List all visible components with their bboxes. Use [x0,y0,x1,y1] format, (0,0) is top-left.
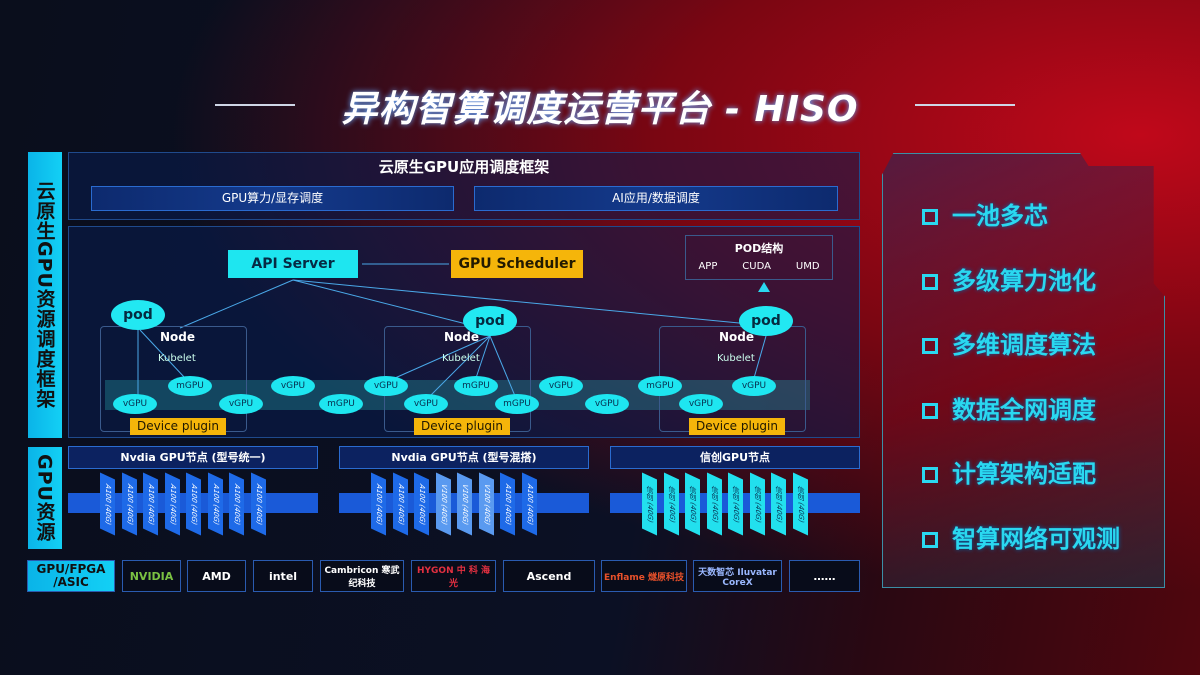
feature-label: 计算架构适配 [952,460,1096,488]
gpu-chip: V100 (40G) [435,472,451,536]
gpu-chip: 信创 (40G) [749,472,765,536]
gpu-unit: vGPU [271,376,315,396]
checkbox-icon [922,531,938,548]
vendor-logo: intel [253,560,313,592]
page-title: 异构智算调度运营平台 - HISO [341,89,859,130]
vendors-label: GPU/FPGA /ASIC [27,560,115,592]
vendor-logo: HYGON 中 科 海 光 [411,560,496,592]
gpu-group-header: 信创GPU节点 [610,446,860,469]
feature-item: 一池多芯 [922,196,1048,231]
gpu-unit: vGPU [113,394,157,414]
sub-ai-scheduling: AI应用/数据调度 [474,186,838,211]
checkbox-icon [922,467,938,483]
label-gpu-resources: GPU资源 [28,447,62,549]
gpu-unit: mGPU [319,394,363,414]
gpu-chip: V100 (40G) [457,472,472,536]
title-deco-right [915,104,1015,106]
gpu-chip: A100 (40G) [207,472,223,536]
vendor-logo: Enflame 燧原科技 [601,560,687,592]
checkbox-icon [922,338,938,354]
vendor-logo: NVIDIA [122,560,181,592]
gpu-unit: vGPU [219,394,263,414]
kubelet-label: Kubelet [717,353,755,364]
pod-item: CUDA [742,261,771,272]
feature-item: 计算架构适配 [922,454,1096,489]
kubelet-label: Kubelet [442,353,480,364]
device-plugin-label: Device plugin [414,418,510,435]
gpu-unit: vGPU [585,394,629,414]
vendor-logo: Ascend [503,560,595,592]
feature-item: 数据全网调度 [922,390,1096,425]
pod-bubble: pod [739,306,793,336]
feature-label: 智算网络可观测 [952,524,1120,553]
gpu-chip: 信创 (40G) [728,472,743,536]
vendor-logo: AMD [187,560,246,592]
sub-gpu-scheduling: GPU算力/显存调度 [91,186,454,211]
pod-item: APP [698,261,718,272]
gpu-unit: vGPU [539,376,583,396]
pod-structure-title: POD结构 [734,242,784,255]
pod-item: UMD [795,261,820,272]
checkbox-icon [922,209,938,225]
pod-structure-box: POD结构 APP CUDA UMD [685,235,833,280]
features-panel [882,153,1165,588]
node-label: Node [160,330,196,344]
gpu-chip: 信创 (40G) [663,472,679,536]
gpu-unit: mGPU [638,376,682,396]
gpu-chip: A100 (40G) [121,472,137,536]
device-plugin-label: Device plugin [130,418,226,435]
pod-bubble: pod [111,300,165,330]
gpu-chip: A100 (40G) [250,472,266,536]
feature-label: 多级算力池化 [952,266,1096,295]
feature-item: 多级算力池化 [922,261,1096,296]
gpu-group-header: Nvdia GPU节点 (型号统一) [68,446,318,469]
vendor-logo: Cambricon 寒武纪科技 [320,560,404,592]
gpu-chip: 信创 (40G) [706,472,722,536]
pod-bubble: pod [463,306,517,336]
gpu-unit: mGPU [168,376,212,396]
feature-item: 智算网络可观测 [922,519,1120,554]
kubelet-label: Kubelet [158,353,196,364]
framework-title: 云原生GPU应用调度框架 [378,158,550,176]
checkbox-icon [922,402,938,419]
gpu-chip: V100 (40G) [478,472,494,536]
device-plugin-label: Device plugin [689,418,785,435]
gpu-group-header: Nvdia GPU节点 (型号混搭) [339,446,589,469]
api-server-box: API Server [228,250,358,278]
gpu-chip: 信创 (40G) [642,472,657,536]
gpu-scheduler-box: GPU Scheduler [451,250,583,278]
gpu-chip: A100 (40G) [414,472,429,536]
gpu-chip: A100 (40G) [186,472,201,536]
label-scheduling-framework: 云原生GPU资源调度框架 [28,152,62,438]
feature-label: 一池多芯 [952,202,1048,230]
gpu-chip: 信创 (40G) [685,472,700,536]
gpu-unit: vGPU [404,394,448,414]
gpu-chip: A100 (40G) [164,472,180,536]
gpu-unit: vGPU [364,376,408,396]
gpu-chip: A100 (40G) [229,472,244,536]
feature-label: 多维调度算法 [952,331,1096,359]
gpu-chip: A100 (40G) [371,472,386,536]
gpu-unit: mGPU [495,394,539,414]
gpu-unit: vGPU [732,376,776,396]
vendor-logo: 天数智芯 Iluvatar CoreX [693,560,782,592]
feature-item: 多维调度算法 [922,325,1096,360]
node-label: Node [719,330,755,344]
vendor-logo: …… [789,560,860,592]
gpu-chip: 信创 (40G) [792,472,808,536]
title-deco-left [215,104,295,106]
gpu-unit: mGPU [454,376,498,396]
checkbox-icon [922,273,938,290]
node-label: Node [444,330,480,344]
gpu-chip: A100 (40G) [143,472,158,536]
gpu-unit: vGPU [679,394,723,414]
feature-label: 数据全网调度 [952,395,1096,424]
arrow-up-icon [758,282,770,292]
gpu-chip: A100 (40G) [100,472,115,536]
gpu-chip: A100 (40G) [521,472,537,536]
gpu-chip: A100 (40G) [392,472,408,536]
gpu-chip: 信创 (40G) [771,472,786,536]
gpu-chip: A100 (40G) [500,472,515,536]
